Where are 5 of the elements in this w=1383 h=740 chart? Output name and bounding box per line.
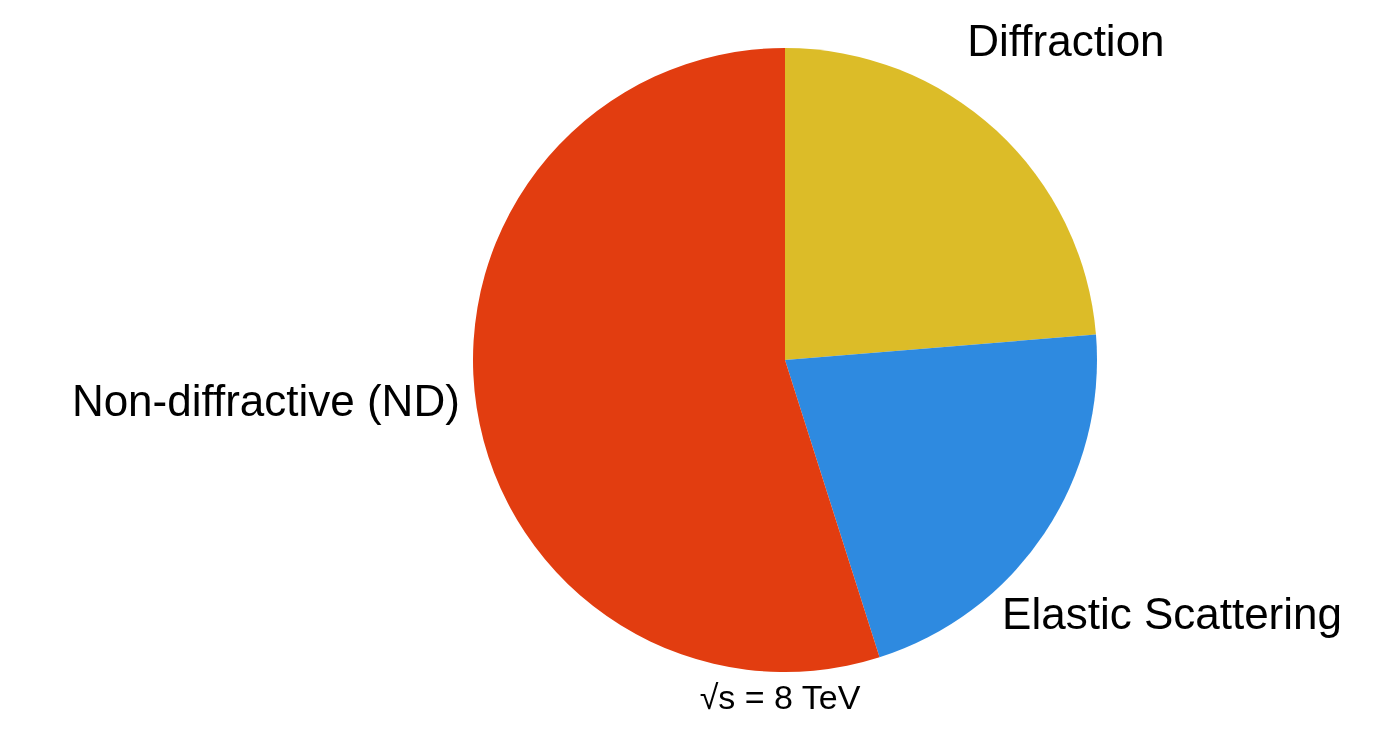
pie-slice xyxy=(473,48,880,672)
slice-label: Diffraction xyxy=(967,16,1165,66)
text: √s = 8 TeV xyxy=(698,678,862,717)
slice-label: Non-diffractive (ND) xyxy=(71,376,460,426)
slice-label: Elastic Scattering xyxy=(1002,589,1343,639)
